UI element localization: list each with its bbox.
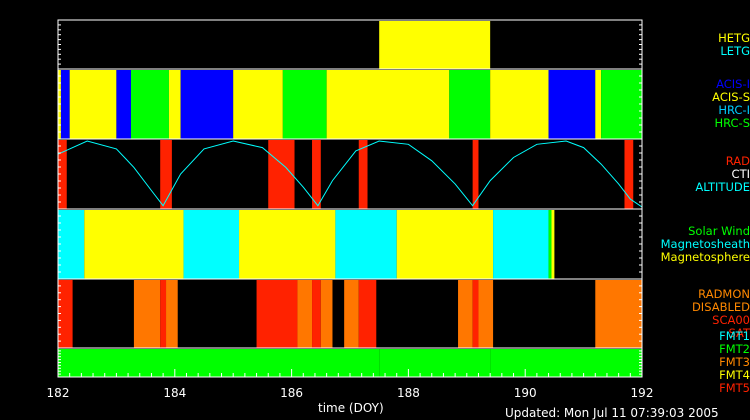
instrument-segment bbox=[69, 70, 117, 139]
legend-entry: FMT1 bbox=[719, 329, 750, 343]
legend-entry: ACIS-S bbox=[712, 90, 750, 104]
instrument-segment bbox=[601, 70, 642, 139]
legend-entry: Solar Wind bbox=[688, 223, 750, 238]
radmon-segment bbox=[256, 280, 298, 348]
environment-segment bbox=[58, 210, 85, 279]
instrument-segment bbox=[131, 70, 169, 139]
instrument-segment bbox=[326, 70, 450, 139]
legend-entry: ACIS-I bbox=[716, 77, 750, 91]
legend-entry: FMT3 bbox=[719, 355, 750, 369]
radiation-segment bbox=[358, 140, 368, 209]
environment-segment bbox=[239, 210, 336, 279]
legend-entry: SAT bbox=[728, 325, 750, 340]
radmon-segment bbox=[478, 280, 494, 348]
legend-entry: FMT5 bbox=[719, 381, 750, 395]
environment-segment bbox=[335, 210, 397, 279]
format-segment bbox=[490, 349, 642, 377]
format-segment bbox=[58, 349, 380, 377]
radmon-segment bbox=[297, 280, 313, 348]
x-tick-label: 188 bbox=[397, 386, 420, 400]
radmon-segment bbox=[312, 280, 321, 348]
radiation-segment bbox=[160, 140, 172, 209]
instrument-segment bbox=[168, 70, 181, 139]
grating-segment bbox=[379, 21, 491, 69]
environment-segment bbox=[396, 210, 494, 279]
x-tick-label: 184 bbox=[163, 386, 186, 400]
grating-panel-frame bbox=[57, 19, 643, 70]
updated-timestamp: Updated: Mon Jul 11 07:39:03 2005 bbox=[505, 406, 719, 420]
legend-entry: DISABLED bbox=[691, 299, 750, 314]
radmon-segment bbox=[166, 280, 178, 348]
environment-segment bbox=[548, 210, 552, 279]
legend-entry: FMT2 bbox=[719, 342, 750, 356]
instrument-segment bbox=[595, 70, 602, 139]
legend-entry: ALTITUDE bbox=[695, 179, 750, 194]
radiation-segment bbox=[312, 140, 321, 209]
instrument-segment bbox=[490, 70, 549, 139]
legend-entry: HRC-S bbox=[714, 116, 750, 130]
radiation-segment bbox=[268, 140, 295, 209]
environment-segment bbox=[493, 210, 549, 279]
environment-segment bbox=[183, 210, 240, 279]
legend-entry: LETG bbox=[720, 43, 750, 58]
legend-entry: RADMON bbox=[698, 286, 750, 301]
instrument-segment bbox=[282, 70, 327, 139]
instrument-segment bbox=[449, 70, 491, 139]
x-tick-label: 186 bbox=[280, 386, 303, 400]
legend-entry: Magnetosphere bbox=[660, 249, 750, 264]
radmon-segment bbox=[58, 280, 73, 348]
radiation-segment bbox=[624, 140, 634, 209]
legend-entry: HETG bbox=[718, 30, 750, 45]
x-tick-label: 190 bbox=[514, 386, 537, 400]
radmon-segment bbox=[595, 280, 642, 348]
radmon-segment bbox=[160, 280, 167, 348]
instrument-segment bbox=[180, 70, 234, 139]
x-tick-label: 182 bbox=[47, 386, 70, 400]
legend-entry: Magnetosheath bbox=[660, 236, 750, 251]
radiation-segment bbox=[58, 140, 67, 209]
radmon-segment bbox=[344, 280, 359, 348]
instrument-segment bbox=[116, 70, 131, 139]
legend-entry: CTI bbox=[731, 166, 750, 181]
instrument-segment bbox=[548, 70, 596, 139]
environment-segment bbox=[84, 210, 184, 279]
legend-entry: FMT4 bbox=[719, 368, 750, 382]
altitude-curve bbox=[57, 140, 643, 208]
legend-entry: HRC-I bbox=[718, 103, 750, 117]
radmon-segment bbox=[320, 280, 333, 348]
radiation-segment bbox=[472, 140, 479, 209]
x-axis-label: time (DOY) bbox=[318, 401, 384, 415]
instrument-segment bbox=[233, 70, 283, 139]
legend-entry: SCA00 bbox=[712, 312, 750, 327]
radmon-segment bbox=[472, 280, 479, 348]
x-tick-label: 192 bbox=[631, 386, 654, 400]
format-segment bbox=[379, 349, 491, 377]
instrument-segment bbox=[60, 70, 70, 139]
radmon-segment bbox=[458, 280, 473, 348]
radmon-segment bbox=[133, 280, 161, 348]
legend-entry: RAD bbox=[725, 153, 750, 168]
radmon-segment bbox=[358, 280, 377, 348]
radiation-panel-frame bbox=[57, 138, 643, 210]
environment-segment bbox=[551, 210, 555, 279]
